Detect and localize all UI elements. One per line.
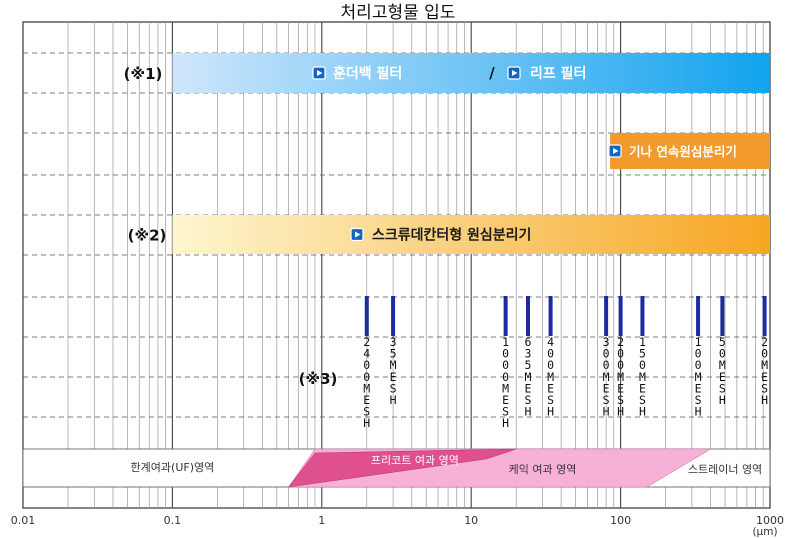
play-icon <box>312 66 326 80</box>
x-axis: 0.01 0.1 1 10 100 1000(μm) <box>11 514 784 538</box>
mesh-bar <box>720 296 725 336</box>
mesh-bar <box>391 296 396 336</box>
x-tick-label: 10 <box>464 514 478 527</box>
mesh-bar <box>364 296 369 336</box>
x-tick-label: 1 <box>318 514 325 527</box>
mesh-bar <box>548 296 553 336</box>
equipment-band <box>172 53 770 93</box>
band-label: 훈더백 필터 <box>333 65 402 82</box>
x-tick-label: 1000 <box>756 514 784 527</box>
grid <box>22 21 771 509</box>
play-icon <box>608 144 622 158</box>
play-icon <box>350 227 364 242</box>
band-note: (※2) <box>128 227 167 245</box>
mesh-bar <box>618 296 623 336</box>
region-label: 스트레이너 영역 <box>688 463 762 476</box>
mesh-bar <box>762 296 767 336</box>
equipment-band <box>610 133 770 169</box>
band-note: (※1) <box>124 65 163 83</box>
region-label: 한계여과(UF)영역 <box>131 461 215 474</box>
region-label: 프리코트 여과 영역 <box>371 454 459 467</box>
precoat-filtration-region <box>287 448 517 488</box>
x-tick-label: 0.1 <box>164 514 182 527</box>
x-tick-label: 0.01 <box>11 514 36 527</box>
mesh-bar <box>526 296 531 336</box>
mesh-bar <box>696 296 701 336</box>
mesh-markers: (※3) 2 4 0 0 M E S H 3 5 M E S H 1 0 0 0 M E S H 6 3 5 M E S H 4 0 0 M E S H… <box>299 296 768 430</box>
chart-title: 처리고형물 입도 <box>341 3 456 23</box>
band-label: 스크류데칸터형 원심분리기 <box>372 227 531 244</box>
mesh-bar <box>640 296 645 336</box>
band-separator: / <box>489 64 495 82</box>
plot-frame <box>22 21 771 509</box>
mesh-note: (※3) <box>299 370 338 388</box>
band-label: 리프 필터 <box>530 65 586 82</box>
equipment-band <box>172 215 770 254</box>
region-label: 케익 여과 영역 <box>509 463 577 476</box>
mesh-bar <box>503 296 508 336</box>
play-icon <box>507 66 521 80</box>
x-tick-label: 100 <box>610 514 631 527</box>
band-label: 기나 연속원심분리기 <box>629 144 737 159</box>
x-axis-unit: (μm) <box>752 526 777 538</box>
mesh-bar <box>604 296 609 336</box>
